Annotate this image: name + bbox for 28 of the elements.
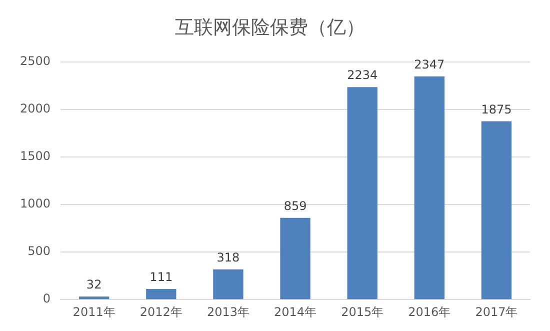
y-tick-label: 2000: [20, 101, 51, 116]
chart-title: 互联网保险保费（亿）: [175, 16, 365, 38]
x-tick-label: 2014年: [274, 304, 317, 319]
data-label: 1875: [481, 102, 512, 116]
y-tick-label: 2500: [20, 54, 51, 68]
x-tick-label: 2011年: [72, 304, 116, 319]
bar: [146, 289, 176, 300]
data-label: 111: [150, 270, 173, 284]
y-tick-label: 0: [42, 292, 51, 306]
bar: [414, 76, 444, 300]
y-tick-label: 500: [28, 244, 51, 258]
bar: [481, 121, 512, 300]
bar: [78, 296, 110, 300]
x-tick-label: 2012年: [140, 304, 182, 319]
data-label: 2347: [414, 57, 445, 72]
data-label: 2234: [347, 68, 378, 82]
bar: [213, 269, 244, 300]
data-label: 318: [216, 250, 240, 264]
x-tick-label: 2013年: [206, 304, 250, 319]
y-tick-label: 1000: [20, 196, 51, 211]
bar: [347, 87, 378, 300]
data-label: 859: [284, 199, 307, 214]
x-tick-label: 2017年: [475, 304, 518, 319]
x-tick-label: 2016年: [408, 304, 451, 319]
bar: [280, 218, 310, 300]
x-tick-label: 2015年: [341, 304, 384, 319]
data-label: 32: [86, 278, 102, 292]
y-tick-label: 1500: [20, 149, 51, 164]
